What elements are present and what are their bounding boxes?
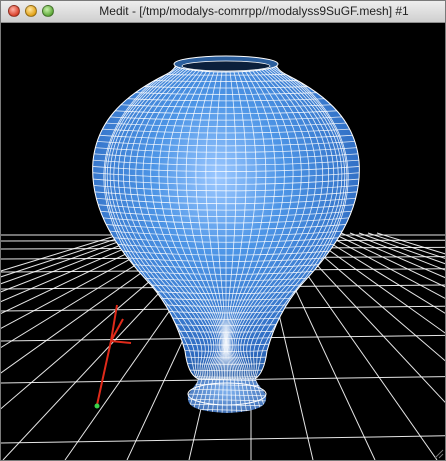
vase-foot	[187, 377, 267, 413]
mesh-render[interactable]	[1, 23, 445, 460]
resize-grip-icon[interactable]	[433, 448, 444, 459]
zoom-button[interactable]	[42, 5, 54, 17]
vase-rim	[173, 55, 279, 73]
window-title: Medit - [/tmp/modalys-comrrpp//modalyss9…	[99, 4, 409, 18]
3d-viewport[interactable]	[1, 23, 445, 460]
vase-body	[92, 62, 360, 380]
title-bar[interactable]: Medit - [/tmp/modalys-comrrpp//modalyss9…	[1, 1, 445, 23]
minimize-button[interactable]	[25, 5, 37, 17]
close-button[interactable]	[8, 5, 20, 17]
axis-gizmo	[94, 304, 132, 409]
